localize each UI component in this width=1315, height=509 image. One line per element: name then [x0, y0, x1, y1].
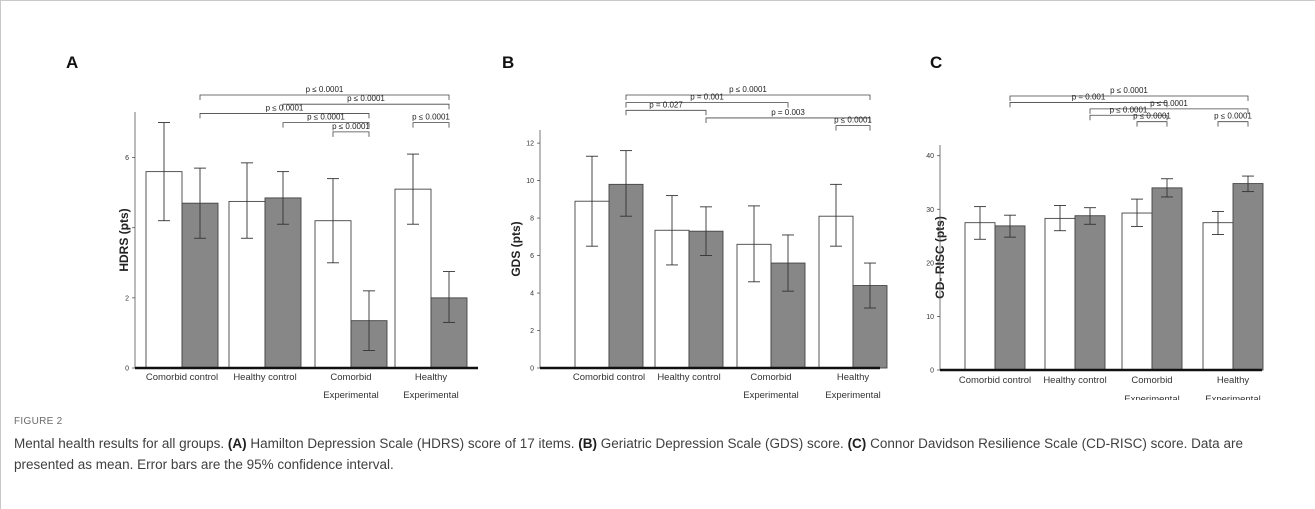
significance-label: p ≤ 0.0001	[266, 103, 304, 112]
significance-label: p ≤ 0.0001	[729, 85, 767, 94]
significance-label: p ≤ 0.0001	[306, 85, 344, 94]
caption-segment: Connor Davidson Resilience Scale (CD-RIS…	[14, 436, 1243, 472]
caption-segment: Mental health results for all groups.	[14, 436, 228, 451]
x-tick-label: Healthy	[1217, 375, 1249, 386]
significance-label: p ≤ 0.0001	[307, 113, 345, 122]
significance-bracket	[1089, 114, 1168, 121]
x-tick-label: Healthy control	[233, 372, 296, 383]
significance-bracket	[1089, 108, 1249, 114]
caption-panel-ref: (B)	[578, 436, 597, 451]
significance-label: p ≤ 0.0001	[347, 94, 385, 103]
significance-label: p = 0.001	[1072, 92, 1106, 101]
x-tick-label: Experimental	[323, 390, 378, 400]
y-axis-label: HDRS (pts)	[117, 208, 131, 271]
x-tick-label: Comorbid	[750, 372, 791, 383]
significance-bracket	[1217, 121, 1249, 127]
panel-letter: A	[66, 53, 78, 72]
bar	[964, 222, 996, 371]
x-tick-label: Experimental	[825, 390, 880, 400]
y-tick-label: 2	[530, 328, 534, 335]
y-tick-label: 30	[926, 207, 934, 214]
caption-text: Mental health results for all groups. (A…	[14, 433, 1304, 475]
significance-label: p = 0.003	[771, 108, 805, 117]
significance-bracket	[282, 122, 370, 128]
y-tick-label: 6	[125, 155, 129, 162]
significance-bracket	[199, 113, 370, 119]
x-tick-label: Comorbid control	[959, 375, 1031, 386]
significance-label: p ≤ 0.0001	[332, 122, 370, 131]
bar	[1044, 217, 1076, 371]
x-tick-label: Comorbid control	[146, 372, 218, 383]
significance-label: p = 0.027	[649, 100, 683, 109]
bar	[1232, 183, 1264, 371]
y-tick-label: 12	[526, 141, 534, 148]
significance-bracket	[282, 103, 450, 110]
significance-label: p ≤ 0.0001	[1133, 112, 1171, 121]
x-tick-label: Experimental	[1205, 394, 1260, 400]
panel-letter: C	[930, 53, 942, 72]
x-tick-label: Comorbid	[1131, 375, 1172, 386]
y-tick-label: 10	[926, 314, 934, 321]
significance-bracket	[705, 117, 871, 123]
significance-label: p ≤ 0.0001	[834, 116, 872, 125]
bar	[1151, 187, 1183, 371]
y-tick-label: 20	[926, 260, 934, 267]
figure-panels: A HDRS (pts) 0 2 4 6 Comorbid control Healthy c…	[66, 53, 1264, 400]
chart-panel-b: B GDS (pts) 0 2 4 6 8 10 12 Comorbid control Healt…	[502, 53, 888, 400]
caption-segment: Geriatric Depression Scale (GDS) score.	[596, 436, 848, 451]
caption-panel-ref: (A)	[227, 436, 247, 451]
y-tick-label: 6	[530, 253, 534, 260]
y-tick-label: 8	[530, 216, 534, 223]
y-tick-label: 0	[125, 366, 129, 373]
x-tick-label: Experimental	[403, 390, 458, 400]
x-tick-label: Healthy control	[1043, 375, 1106, 386]
figure-caption: FIGURE 2 Mental health results for all g…	[14, 416, 1304, 475]
significance-label: p ≤ 0.0001	[1150, 99, 1188, 108]
significance-bracket	[1009, 102, 1168, 108]
significance-bracket	[625, 102, 789, 108]
x-tick-label: Comorbid control	[573, 372, 645, 383]
significance-bracket	[332, 131, 370, 137]
bar	[1074, 215, 1106, 371]
x-tick-label: Experimental	[1124, 394, 1179, 400]
significance-label: p ≤ 0.0001	[1214, 112, 1252, 121]
x-tick-label: Experimental	[743, 390, 798, 400]
significance-label: p ≤ 0.0001	[412, 113, 450, 122]
significance-bracket	[625, 109, 707, 116]
bar	[994, 225, 1026, 371]
y-tick-label: 0	[530, 366, 534, 373]
significance-label: p = 0.001	[690, 93, 724, 102]
y-tick-label: 0	[930, 368, 934, 375]
bar	[1202, 222, 1234, 371]
chart-panel-a: A HDRS (pts) 0 2 4 6 Comorbid control Healthy c…	[66, 53, 478, 400]
panel-letter: B	[502, 53, 514, 72]
y-tick-label: 4	[125, 225, 129, 232]
figure-label: FIGURE 2	[14, 416, 63, 427]
significance-bracket	[835, 125, 871, 131]
y-axis-label: GDS (pts)	[509, 221, 523, 276]
x-tick-label: Comorbid	[330, 372, 371, 383]
x-tick-label: Healthy	[837, 372, 869, 383]
x-tick-label: Healthy control	[657, 372, 720, 383]
significance-label: p ≤ 0.0001	[1110, 105, 1148, 114]
significance-bracket	[199, 94, 450, 100]
significance-bracket	[625, 94, 871, 100]
significance-bracket	[412, 122, 450, 128]
y-tick-label: 10	[526, 178, 534, 185]
caption-panel-ref: (C)	[847, 436, 867, 451]
significance-label: p ≤ 0.0001	[1110, 86, 1148, 95]
bar	[1121, 212, 1153, 371]
x-tick-label: Healthy	[415, 372, 447, 383]
y-tick-label: 4	[530, 291, 534, 298]
y-tick-label: 40	[926, 153, 934, 160]
caption-segment: Hamilton Depression Scale (HDRS) score o…	[246, 436, 579, 451]
bar	[264, 197, 302, 369]
y-tick-label: 2	[125, 295, 129, 302]
significance-bracket	[1009, 95, 1249, 101]
significance-bracket	[1136, 121, 1168, 127]
